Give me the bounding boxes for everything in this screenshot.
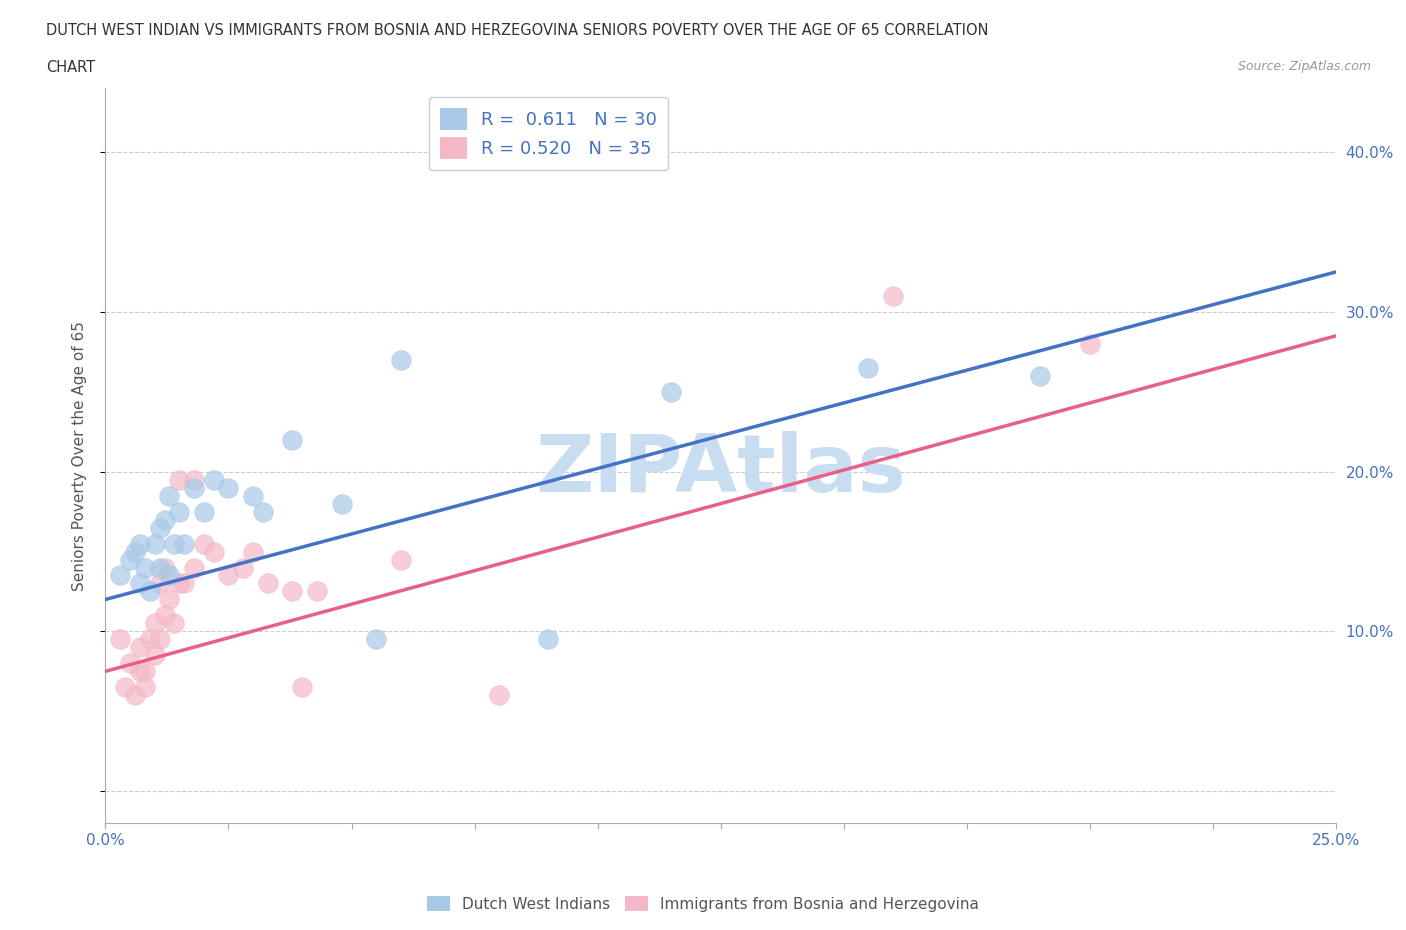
Point — [389, 552, 412, 567]
Point — [120, 656, 141, 671]
Point — [134, 560, 156, 575]
Point — [366, 632, 388, 647]
Point — [389, 352, 412, 367]
Text: CHART: CHART — [46, 60, 96, 75]
Point — [173, 536, 195, 551]
Point — [218, 480, 240, 495]
Text: ZIPAtlas: ZIPAtlas — [536, 432, 905, 510]
Point — [218, 568, 240, 583]
Y-axis label: Seniors Poverty Over the Age of 65: Seniors Poverty Over the Age of 65 — [72, 321, 87, 591]
Point — [143, 616, 166, 631]
Point — [882, 288, 904, 303]
Point — [202, 472, 225, 487]
Point — [537, 632, 560, 647]
Point — [129, 664, 152, 679]
Point — [193, 504, 215, 519]
Point — [169, 472, 191, 487]
Point — [138, 584, 162, 599]
Point — [183, 560, 205, 575]
Point — [252, 504, 274, 519]
Point — [173, 576, 195, 591]
Point — [153, 560, 176, 575]
Point — [488, 688, 510, 703]
Point — [143, 648, 166, 663]
Point — [858, 361, 880, 376]
Point — [124, 688, 146, 703]
Point — [257, 576, 280, 591]
Point — [110, 568, 132, 583]
Point — [114, 680, 136, 695]
Point — [242, 488, 264, 503]
Point — [281, 584, 304, 599]
Point — [1078, 337, 1101, 352]
Point — [661, 384, 683, 399]
Point — [134, 680, 156, 695]
Point — [330, 497, 353, 512]
Point — [138, 632, 162, 647]
Point — [169, 504, 191, 519]
Point — [110, 632, 132, 647]
Point — [232, 560, 254, 575]
Point — [149, 560, 172, 575]
Point — [129, 640, 152, 655]
Point — [149, 576, 172, 591]
Point — [153, 512, 176, 527]
Point — [124, 544, 146, 559]
Legend: R =  0.611   N = 30, R = 0.520   N = 35: R = 0.611 N = 30, R = 0.520 N = 35 — [429, 98, 668, 170]
Point — [202, 544, 225, 559]
Point — [183, 472, 205, 487]
Point — [129, 576, 152, 591]
Point — [129, 536, 152, 551]
Point — [149, 632, 172, 647]
Point — [193, 536, 215, 551]
Point — [159, 592, 180, 607]
Point — [183, 480, 205, 495]
Point — [163, 616, 186, 631]
Point — [134, 664, 156, 679]
Point — [120, 552, 141, 567]
Point — [307, 584, 329, 599]
Point — [153, 608, 176, 623]
Point — [143, 536, 166, 551]
Text: DUTCH WEST INDIAN VS IMMIGRANTS FROM BOSNIA AND HERZEGOVINA SENIORS POVERTY OVER: DUTCH WEST INDIAN VS IMMIGRANTS FROM BOS… — [46, 23, 988, 38]
Point — [242, 544, 264, 559]
Point — [149, 520, 172, 535]
Legend: Dutch West Indians, Immigrants from Bosnia and Herzegovina: Dutch West Indians, Immigrants from Bosn… — [420, 889, 986, 918]
Point — [1029, 368, 1052, 383]
Point — [169, 576, 191, 591]
Point — [281, 432, 304, 447]
Point — [291, 680, 314, 695]
Text: Source: ZipAtlas.com: Source: ZipAtlas.com — [1237, 60, 1371, 73]
Point — [159, 488, 180, 503]
Point — [163, 536, 186, 551]
Point — [159, 568, 180, 583]
